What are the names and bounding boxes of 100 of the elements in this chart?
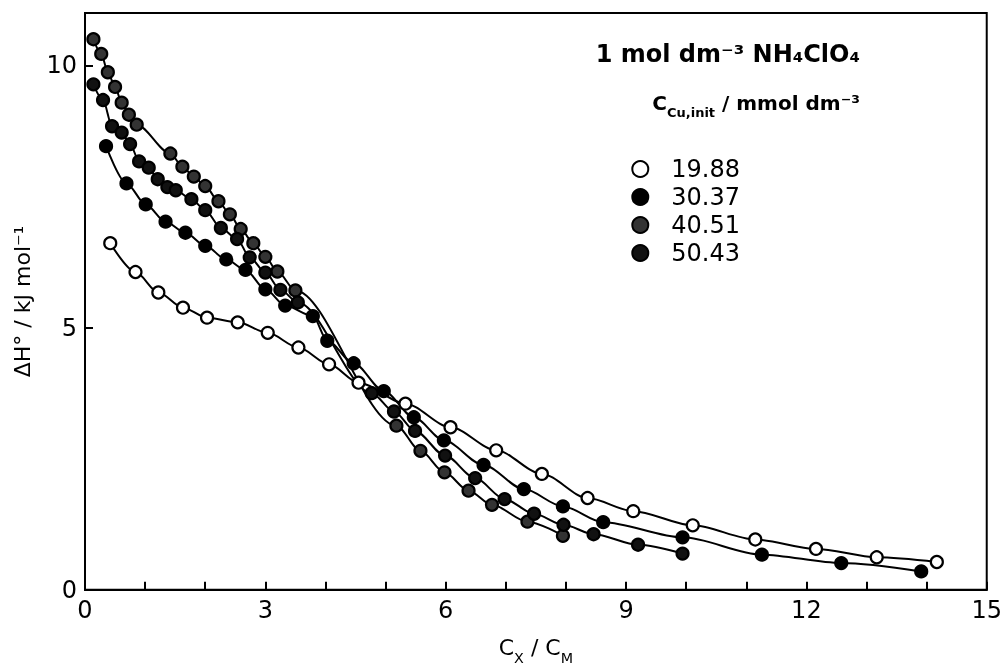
point [461, 483, 476, 498]
point [406, 410, 421, 425]
legend-label: 30.37 [671, 183, 741, 211]
point [114, 125, 129, 140]
point [468, 471, 483, 486]
point [305, 308, 320, 324]
point [86, 77, 101, 92]
point [104, 119, 120, 134]
point [290, 295, 305, 310]
point [389, 418, 404, 433]
point [321, 357, 337, 372]
point [121, 107, 136, 122]
legend-label: 19.88 [671, 155, 741, 183]
point [198, 238, 213, 253]
point [246, 236, 261, 251]
point [95, 92, 111, 108]
point [270, 264, 285, 279]
point [128, 264, 143, 280]
point [364, 386, 379, 401]
point [914, 564, 929, 579]
point [114, 95, 129, 110]
point [516, 482, 531, 497]
point [685, 518, 700, 533]
point [211, 194, 226, 209]
y-axis-title: ΔH° / kJ mol⁻¹ [9, 225, 35, 378]
point [94, 46, 109, 61]
point [476, 457, 491, 473]
point [929, 554, 944, 570]
x-tick-label: 3 [257, 595, 273, 624]
point [497, 491, 512, 507]
point [132, 154, 147, 169]
point [222, 207, 237, 222]
point [129, 117, 144, 132]
point [484, 497, 500, 512]
point [748, 532, 763, 547]
y-tick-label: 0 [61, 575, 77, 604]
point [184, 192, 199, 207]
point [386, 404, 402, 419]
point [675, 530, 690, 545]
point [526, 506, 542, 521]
point [230, 315, 245, 330]
point [242, 250, 257, 265]
point [213, 220, 228, 236]
point [586, 527, 601, 542]
point [489, 443, 504, 458]
point [178, 225, 193, 240]
point [273, 282, 288, 297]
point [107, 79, 123, 95]
legend-label: 40.51 [671, 211, 741, 239]
point [346, 356, 361, 371]
point [278, 298, 293, 313]
point [86, 32, 101, 47]
point [258, 265, 273, 280]
legend-label: 50.43 [671, 239, 741, 267]
point [630, 537, 646, 552]
point [175, 300, 191, 315]
point [808, 541, 824, 556]
point [199, 310, 215, 325]
point [376, 383, 391, 399]
point [288, 283, 303, 298]
point [556, 517, 571, 532]
point [258, 249, 273, 264]
point [150, 172, 165, 187]
point [351, 375, 366, 390]
x-tick-label: 6 [438, 595, 454, 624]
point [219, 252, 234, 267]
point [175, 159, 190, 174]
y-tick-label: 10 [46, 51, 77, 80]
point [119, 176, 134, 191]
point [238, 262, 253, 278]
point [98, 139, 114, 154]
point [291, 340, 306, 355]
point [258, 282, 273, 297]
point [230, 231, 245, 247]
point [413, 443, 428, 458]
point [869, 550, 884, 565]
point [754, 547, 769, 562]
point [675, 546, 690, 561]
point [186, 169, 201, 184]
point [407, 423, 423, 439]
point [555, 499, 571, 514]
point [443, 420, 458, 435]
point [138, 197, 153, 212]
text: 1 mol dm⁻³ NH₄ClO₄ [595, 40, 860, 69]
x-tick-label: 12 [791, 595, 822, 624]
point [198, 203, 213, 218]
point [437, 465, 452, 480]
point [141, 160, 156, 175]
point [260, 325, 275, 340]
point [198, 178, 213, 194]
point [123, 136, 138, 152]
point [534, 466, 549, 482]
point [320, 333, 335, 348]
y-tick-label: 5 [61, 313, 77, 342]
point [151, 285, 166, 300]
point [163, 146, 178, 161]
point [398, 396, 413, 411]
point [168, 183, 183, 198]
point [834, 555, 849, 571]
point [103, 236, 118, 251]
